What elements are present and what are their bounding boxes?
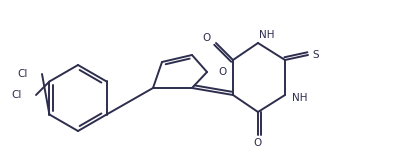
- Text: NH: NH: [292, 93, 307, 103]
- Text: Cl: Cl: [12, 90, 22, 100]
- Text: Cl: Cl: [18, 69, 28, 79]
- Text: NH: NH: [259, 30, 275, 40]
- Text: S: S: [313, 50, 319, 60]
- Text: O: O: [218, 67, 226, 77]
- Text: O: O: [203, 33, 211, 43]
- Text: O: O: [254, 138, 262, 148]
